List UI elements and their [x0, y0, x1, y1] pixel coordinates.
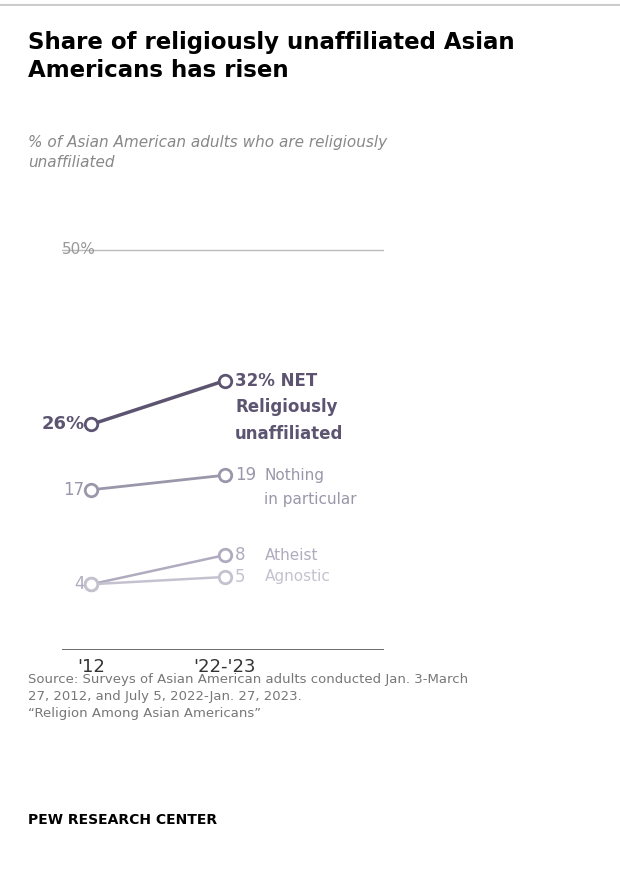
Text: Agnostic: Agnostic	[265, 569, 330, 584]
Text: Source: Surveys of Asian American adults conducted Jan. 3-March
27, 2012, and Ju: Source: Surveys of Asian American adults…	[28, 673, 468, 720]
Text: 4: 4	[74, 576, 85, 593]
Text: Religiously: Religiously	[235, 399, 338, 416]
Text: 17: 17	[63, 480, 85, 499]
Text: unaffiliated: unaffiliated	[235, 425, 343, 443]
Text: PEW RESEARCH CENTER: PEW RESEARCH CENTER	[28, 813, 217, 827]
Text: 19: 19	[235, 467, 256, 484]
Text: 32% NET: 32% NET	[235, 371, 317, 390]
Text: 50%: 50%	[62, 242, 96, 257]
Text: 26%: 26%	[42, 415, 85, 433]
Text: Share of religiously unaffiliated Asian
Americans has risen: Share of religiously unaffiliated Asian …	[28, 31, 515, 82]
Text: Nothing: Nothing	[265, 467, 324, 483]
Text: % of Asian American adults who are religiously
unaffiliated: % of Asian American adults who are relig…	[28, 135, 387, 170]
Text: 5: 5	[235, 568, 246, 586]
Text: 8: 8	[235, 546, 246, 564]
Text: Atheist: Atheist	[265, 548, 318, 562]
Text: in particular: in particular	[265, 492, 357, 508]
